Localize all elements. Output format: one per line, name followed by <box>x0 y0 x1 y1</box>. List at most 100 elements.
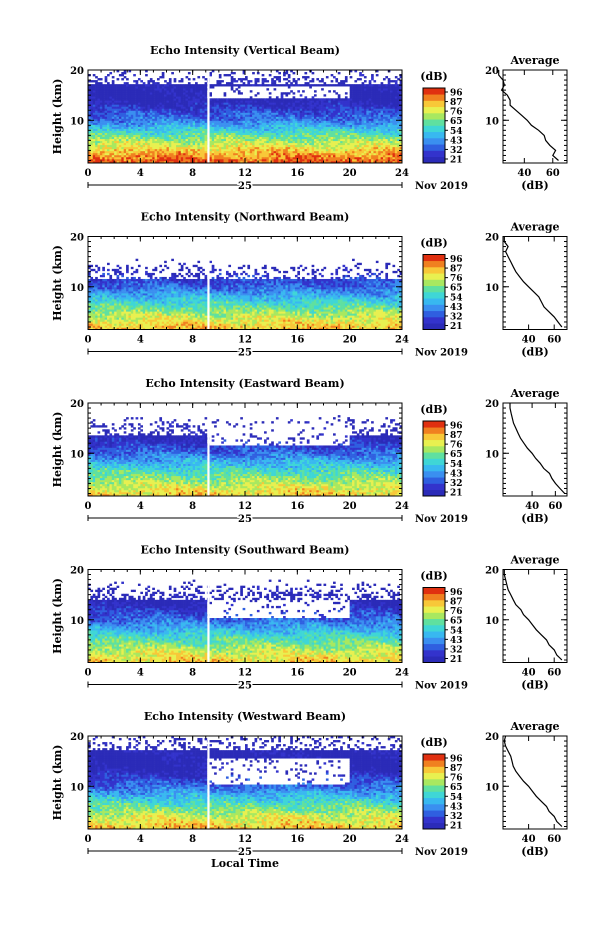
heatmap-cell <box>173 132 177 135</box>
heatmap-cell <box>228 104 232 107</box>
heatmap-cell <box>283 100 286 103</box>
heatmap-cell <box>306 134 310 138</box>
heatmap-cell <box>302 108 305 111</box>
heatmap-cell <box>92 126 96 129</box>
heatmap-cell <box>342 136 346 140</box>
heatmap-cell <box>290 114 293 117</box>
heatmap-cell <box>135 156 139 160</box>
heatmap-cell <box>237 142 241 146</box>
heatmap-cell <box>187 132 191 135</box>
heatmap-cell <box>290 128 293 131</box>
heatmap-cell <box>95 90 98 93</box>
heatmap-cell <box>173 154 177 158</box>
heatmap-cell <box>335 120 339 123</box>
heatmap-cell <box>221 102 224 105</box>
heatmap-cell <box>333 156 336 160</box>
heatmap-cell <box>337 116 341 119</box>
heatmap-cell <box>371 150 374 154</box>
heatmap-cell <box>166 144 170 148</box>
heatmap-cell <box>126 144 129 148</box>
heatmap-cell <box>285 98 289 101</box>
heatmap-cell <box>228 98 232 101</box>
heatmap-cell <box>271 104 274 107</box>
heatmap-cell <box>156 98 160 101</box>
heatmap-cell <box>90 126 94 129</box>
heatmap-cell <box>252 120 255 123</box>
heatmap-cell <box>109 88 113 91</box>
heatmap-cell <box>185 154 189 158</box>
heatmap-cell <box>340 112 343 115</box>
heatmap-cell <box>178 122 182 125</box>
heatmap-cell <box>378 114 381 117</box>
heatmap-cell <box>211 128 215 131</box>
heatmap-cell <box>152 158 155 162</box>
heatmap-cell <box>123 156 127 160</box>
heatmap-cell <box>292 120 296 123</box>
heatmap-cell <box>225 142 229 146</box>
heatmap-cell <box>373 104 377 107</box>
heatmap-cell <box>249 114 253 117</box>
heatmap-cell <box>90 90 94 93</box>
heatmap-cell <box>359 140 362 144</box>
heatmap-cell <box>394 92 398 95</box>
heatmap-cell <box>230 84 234 87</box>
heatmap-cell <box>173 112 177 115</box>
heatmap-cell <box>278 146 281 150</box>
heatmap-cell <box>275 110 279 113</box>
heatmap-cell <box>135 134 139 138</box>
heatmap-cell <box>366 128 369 131</box>
heatmap-cell <box>328 146 331 150</box>
heatmap-cell <box>180 158 184 162</box>
heatmap-cell <box>185 98 189 101</box>
heatmap-cell <box>149 92 153 95</box>
heatmap-cell <box>366 122 369 125</box>
heatmap-cell <box>261 158 265 162</box>
heatmap-cell <box>173 120 177 123</box>
heatmap-cell <box>294 144 298 148</box>
heatmap-cell <box>187 96 191 99</box>
heatmap-cell <box>118 92 122 95</box>
heatmap-cell <box>337 106 341 109</box>
heatmap-cell <box>373 158 377 162</box>
heatmap-cell <box>275 116 279 119</box>
heatmap-cell <box>340 128 343 131</box>
heatmap-cell <box>225 116 229 119</box>
heatmap-cell <box>292 140 296 144</box>
heatmap-cell <box>190 102 193 105</box>
heatmap-cell <box>363 84 367 87</box>
heatmap-cell <box>230 140 234 144</box>
heatmap-cell <box>195 160 198 164</box>
heatmap-cell <box>121 116 124 119</box>
heatmap-cell <box>337 112 341 115</box>
heatmap-cell <box>302 100 305 103</box>
heatmap-cell <box>306 108 310 111</box>
heatmap-cell <box>323 160 327 164</box>
heatmap-cell <box>309 110 312 113</box>
heatmap-cell <box>242 84 246 87</box>
heatmap-cell <box>166 120 170 123</box>
heatmap-cell <box>121 90 124 93</box>
heatmap-cell <box>225 140 229 144</box>
heatmap-cell <box>378 160 381 164</box>
heatmap-cell <box>352 150 355 154</box>
heatmap-cell <box>233 110 236 113</box>
heatmap-cell <box>123 122 127 125</box>
heatmap-cell <box>199 98 203 101</box>
heatmap-cell <box>180 94 184 97</box>
heatmap-cell <box>225 146 229 150</box>
heatmap-cell <box>292 96 296 99</box>
heatmap-cell <box>280 154 284 158</box>
heatmap-cell <box>137 130 141 133</box>
heatmap-cell <box>156 122 160 125</box>
heatmap-cell <box>216 102 220 105</box>
heatmap-cell <box>280 94 284 97</box>
heatmap-cell <box>195 158 198 162</box>
heatmap-cell <box>337 140 341 144</box>
heatmap-cell <box>304 130 308 133</box>
heatmap-cell <box>218 98 222 101</box>
heatmap-cell <box>366 116 369 119</box>
heatmap-cell <box>354 86 358 89</box>
heatmap-cell <box>375 148 379 152</box>
heatmap-cell <box>266 124 270 127</box>
heatmap-cell <box>290 156 293 160</box>
